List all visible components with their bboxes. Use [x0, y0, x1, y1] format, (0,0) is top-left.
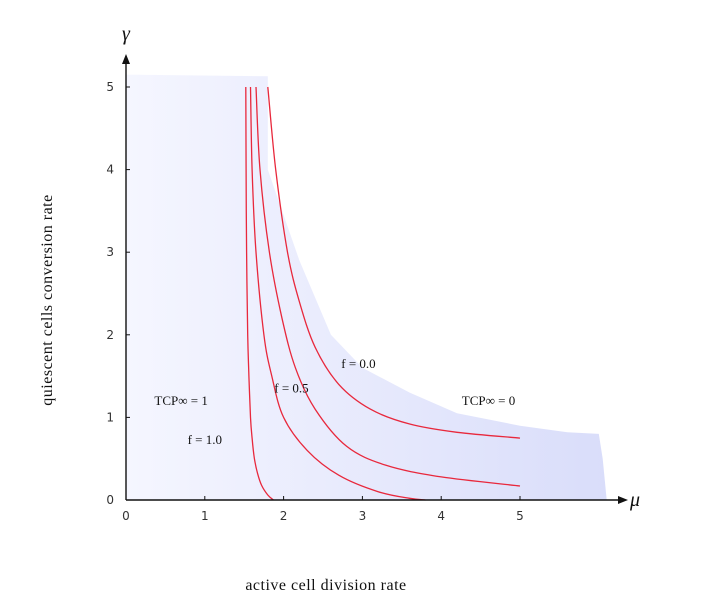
region-label-1: TCP∞ = 1 [154, 393, 207, 408]
axis-layer: 0 1 2 3 4 5 0 1 2 3 4 5 [106, 54, 628, 523]
y-tick-label: 1 [106, 410, 114, 424]
y-tick-label: 4 [106, 163, 114, 177]
x-axis-arrowhead [618, 496, 628, 504]
curve-label-2: f = 0.5 [274, 381, 308, 396]
curve-4 [267, 86, 521, 439]
y-tick-label: 2 [106, 328, 114, 342]
curve-label-4: f = 0.0 [341, 356, 375, 371]
label-layer: f = 1.0 f = 0.5 f = 0.0 TCP∞ = 1 TCP∞ = 0 [154, 356, 515, 447]
curve-2 [249, 86, 426, 501]
curve-3 [255, 86, 521, 487]
y-tick-label: 5 [106, 80, 114, 94]
x-tick-label: 2 [280, 509, 288, 523]
x-tick-label: 5 [516, 509, 524, 523]
x-tick-label: 0 [122, 509, 130, 523]
y-axis-title: quiescent cells conversion rate [39, 194, 56, 405]
x-axis-title: active cell division rate [245, 577, 406, 594]
curve-layer [245, 86, 521, 501]
x-tick-label: 3 [359, 509, 367, 523]
x-tick-label: 1 [201, 509, 209, 523]
y-tick-label: 3 [106, 245, 114, 259]
curve-label-1: f = 1.0 [188, 432, 222, 447]
curve-1 [245, 86, 274, 501]
y-tick-label: 0 [106, 493, 114, 507]
x-axis-symbol: μ [629, 489, 640, 511]
y-axis-arrowhead [122, 54, 130, 64]
x-tick-label: 4 [437, 509, 445, 523]
y-axis-symbol: γ [122, 23, 131, 45]
region-label-2: TCP∞ = 0 [462, 393, 515, 408]
